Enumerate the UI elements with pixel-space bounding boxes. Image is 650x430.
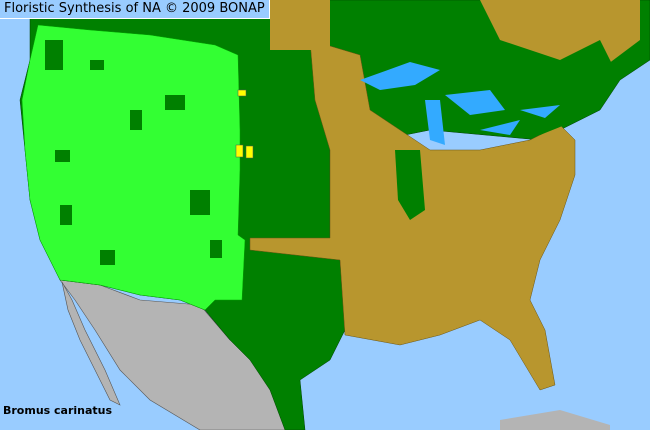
map-title: Floristic Synthesis of NA © 2009 BONAP bbox=[0, 0, 270, 19]
species-label: Bromus carinatus bbox=[3, 404, 113, 417]
baja-peninsula bbox=[61, 281, 121, 406]
cuba bbox=[500, 410, 610, 430]
northeast-dark bbox=[470, 40, 620, 135]
great-lakes bbox=[360, 62, 560, 145]
western-dark-patches bbox=[45, 40, 222, 265]
illinois-dark bbox=[395, 150, 425, 220]
adventive-counties bbox=[235, 89, 254, 159]
region-olive-north bbox=[270, 0, 640, 70]
region-light-green bbox=[21, 24, 246, 311]
